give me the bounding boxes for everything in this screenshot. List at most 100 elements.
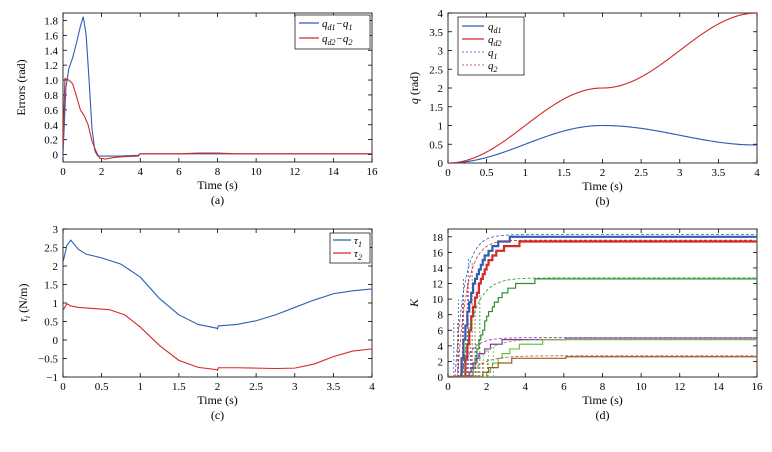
x-tick-label: 3.5	[712, 167, 726, 179]
panel-label: (d)	[596, 408, 610, 422]
x-tick-label: 3	[292, 381, 298, 393]
y-tick-label: 1.5	[44, 280, 58, 292]
x-tick-label: 4	[369, 381, 375, 393]
y-tick-label: 4	[438, 8, 444, 20]
y-tick-label: 1	[53, 298, 59, 310]
y-tick-label: 0	[438, 372, 444, 384]
x-tick-label: 2.5	[634, 167, 648, 179]
chart-panel-b: 0 0.5 1 1.5 2 2.5 3 3.5 4 0 0.5 1 1.5 2 2.5 3 3.5 4 Time (…	[407, 8, 760, 208]
y-tick-label: 2.5	[44, 243, 58, 255]
y-tick-label: 0.2	[44, 135, 58, 147]
x-tick-label: 0	[60, 166, 66, 178]
gain-series-1	[448, 235, 757, 377]
legend-box	[329, 232, 371, 264]
legend-box	[294, 14, 371, 50]
x-tick-label: 16	[752, 381, 764, 393]
y-tick-label: 1.6	[44, 30, 58, 42]
y-tick-label: 1.4	[44, 45, 58, 57]
legend-label: qd2−q2	[322, 33, 352, 47]
y-tick-label: 1	[438, 121, 444, 133]
chart-panel-c: 0 0.5 1 1.5 2 2.5 3 3.5 4 −1 −0.5 0 0.5 1 1.5 2 2.5 3 Time…	[16, 224, 375, 422]
x-tick-label: 14	[713, 381, 725, 393]
y-axis-label: τi (N/m)	[16, 284, 32, 323]
legend-box	[457, 16, 525, 76]
y-tick-label: 10	[432, 294, 444, 306]
x-tick-label: 1	[523, 167, 529, 179]
legend-label: τ2	[354, 248, 362, 262]
gain-envelope-1	[454, 234, 757, 377]
gain-envelope-4	[459, 337, 757, 377]
y-axis-label: q (rad)	[407, 72, 421, 104]
series-line-1	[63, 239, 372, 330]
y-tick-label: 2	[438, 356, 444, 368]
panel-label: (c)	[211, 408, 224, 422]
y-tick-label: 8	[438, 310, 444, 322]
gain-envelope-6	[466, 355, 757, 377]
y-tick-label: 2	[53, 261, 59, 273]
x-tick-label: 3.5	[327, 381, 341, 393]
gain-envelope-2	[456, 239, 755, 377]
x-tick-label: 3	[677, 167, 683, 179]
legend-label: qd1−q1	[322, 18, 352, 32]
y-tick-label: 16	[432, 247, 444, 259]
x-tick-label: 12	[289, 166, 300, 178]
y-tick-label: 4	[438, 341, 444, 353]
series-line-2	[448, 13, 757, 163]
y-tick-label: 0	[53, 150, 59, 162]
y-tick-label: 0.5	[429, 139, 443, 151]
y-tick-label: 0.4	[44, 120, 58, 132]
y-axis-label: Errors (rad)	[14, 59, 28, 115]
y-tick-label: 14	[432, 263, 444, 275]
x-tick-label: 8	[600, 381, 606, 393]
legend-label: τ1	[354, 235, 362, 249]
x-tick-label: 6	[561, 381, 567, 393]
legend-label: q1	[488, 47, 498, 61]
legend-label: q2	[488, 60, 498, 74]
y-tick-label: −0.5	[38, 354, 58, 366]
x-tick-label: 0	[445, 381, 451, 393]
panel-label: (a)	[211, 193, 224, 207]
y-tick-label: 12	[432, 279, 443, 291]
x-tick-label: 6	[176, 166, 182, 178]
y-tick-label: 0	[438, 158, 444, 170]
x-tick-label: 2	[215, 381, 221, 393]
x-tick-label: 8	[215, 166, 221, 178]
series-line-1	[448, 124, 757, 163]
y-tick-label: 0.5	[44, 317, 58, 329]
panel-label: (b)	[596, 194, 610, 208]
y-tick-label: 0.8	[44, 90, 58, 102]
x-tick-label: 4	[754, 167, 760, 179]
x-tick-label: 1.5	[172, 381, 186, 393]
chart-panel-d: 0 2 4 6 8 10 12 14 16 0 2 4 6 8 10 12 14 16 18 Time (s) K (d)	[407, 228, 764, 422]
y-tick-label: 1.5	[429, 102, 443, 114]
gain-series-2	[448, 240, 757, 377]
y-tick-label: −1	[46, 372, 58, 384]
x-tick-label: 0	[60, 381, 66, 393]
x-tick-label: 1.5	[557, 167, 571, 179]
legend-label: qd2	[488, 34, 502, 48]
gain-series-4	[448, 337, 757, 377]
gain-series-6	[448, 356, 757, 377]
x-tick-label: 14	[328, 166, 340, 178]
x-axis-label: Time (s)	[197, 393, 238, 407]
y-tick-label: 1.2	[44, 60, 58, 72]
x-tick-label: 10	[251, 166, 263, 178]
series-line-2	[63, 302, 372, 372]
x-axis-label: Time (s)	[582, 393, 623, 407]
x-tick-label: 2	[99, 166, 105, 178]
x-tick-label: 4	[138, 166, 144, 178]
y-tick-label: 3	[53, 224, 59, 236]
y-tick-label: 2	[438, 83, 444, 95]
x-axis-label: Time (s)	[197, 178, 238, 192]
x-tick-label: 2	[484, 381, 490, 393]
y-tick-label: 0	[53, 335, 59, 347]
y-tick-label: 2.5	[429, 64, 443, 76]
gain-envelope-3	[461, 277, 756, 377]
x-tick-label: 12	[674, 381, 685, 393]
y-tick-label: 3.5	[429, 27, 443, 39]
series-line-2	[63, 77, 372, 160]
